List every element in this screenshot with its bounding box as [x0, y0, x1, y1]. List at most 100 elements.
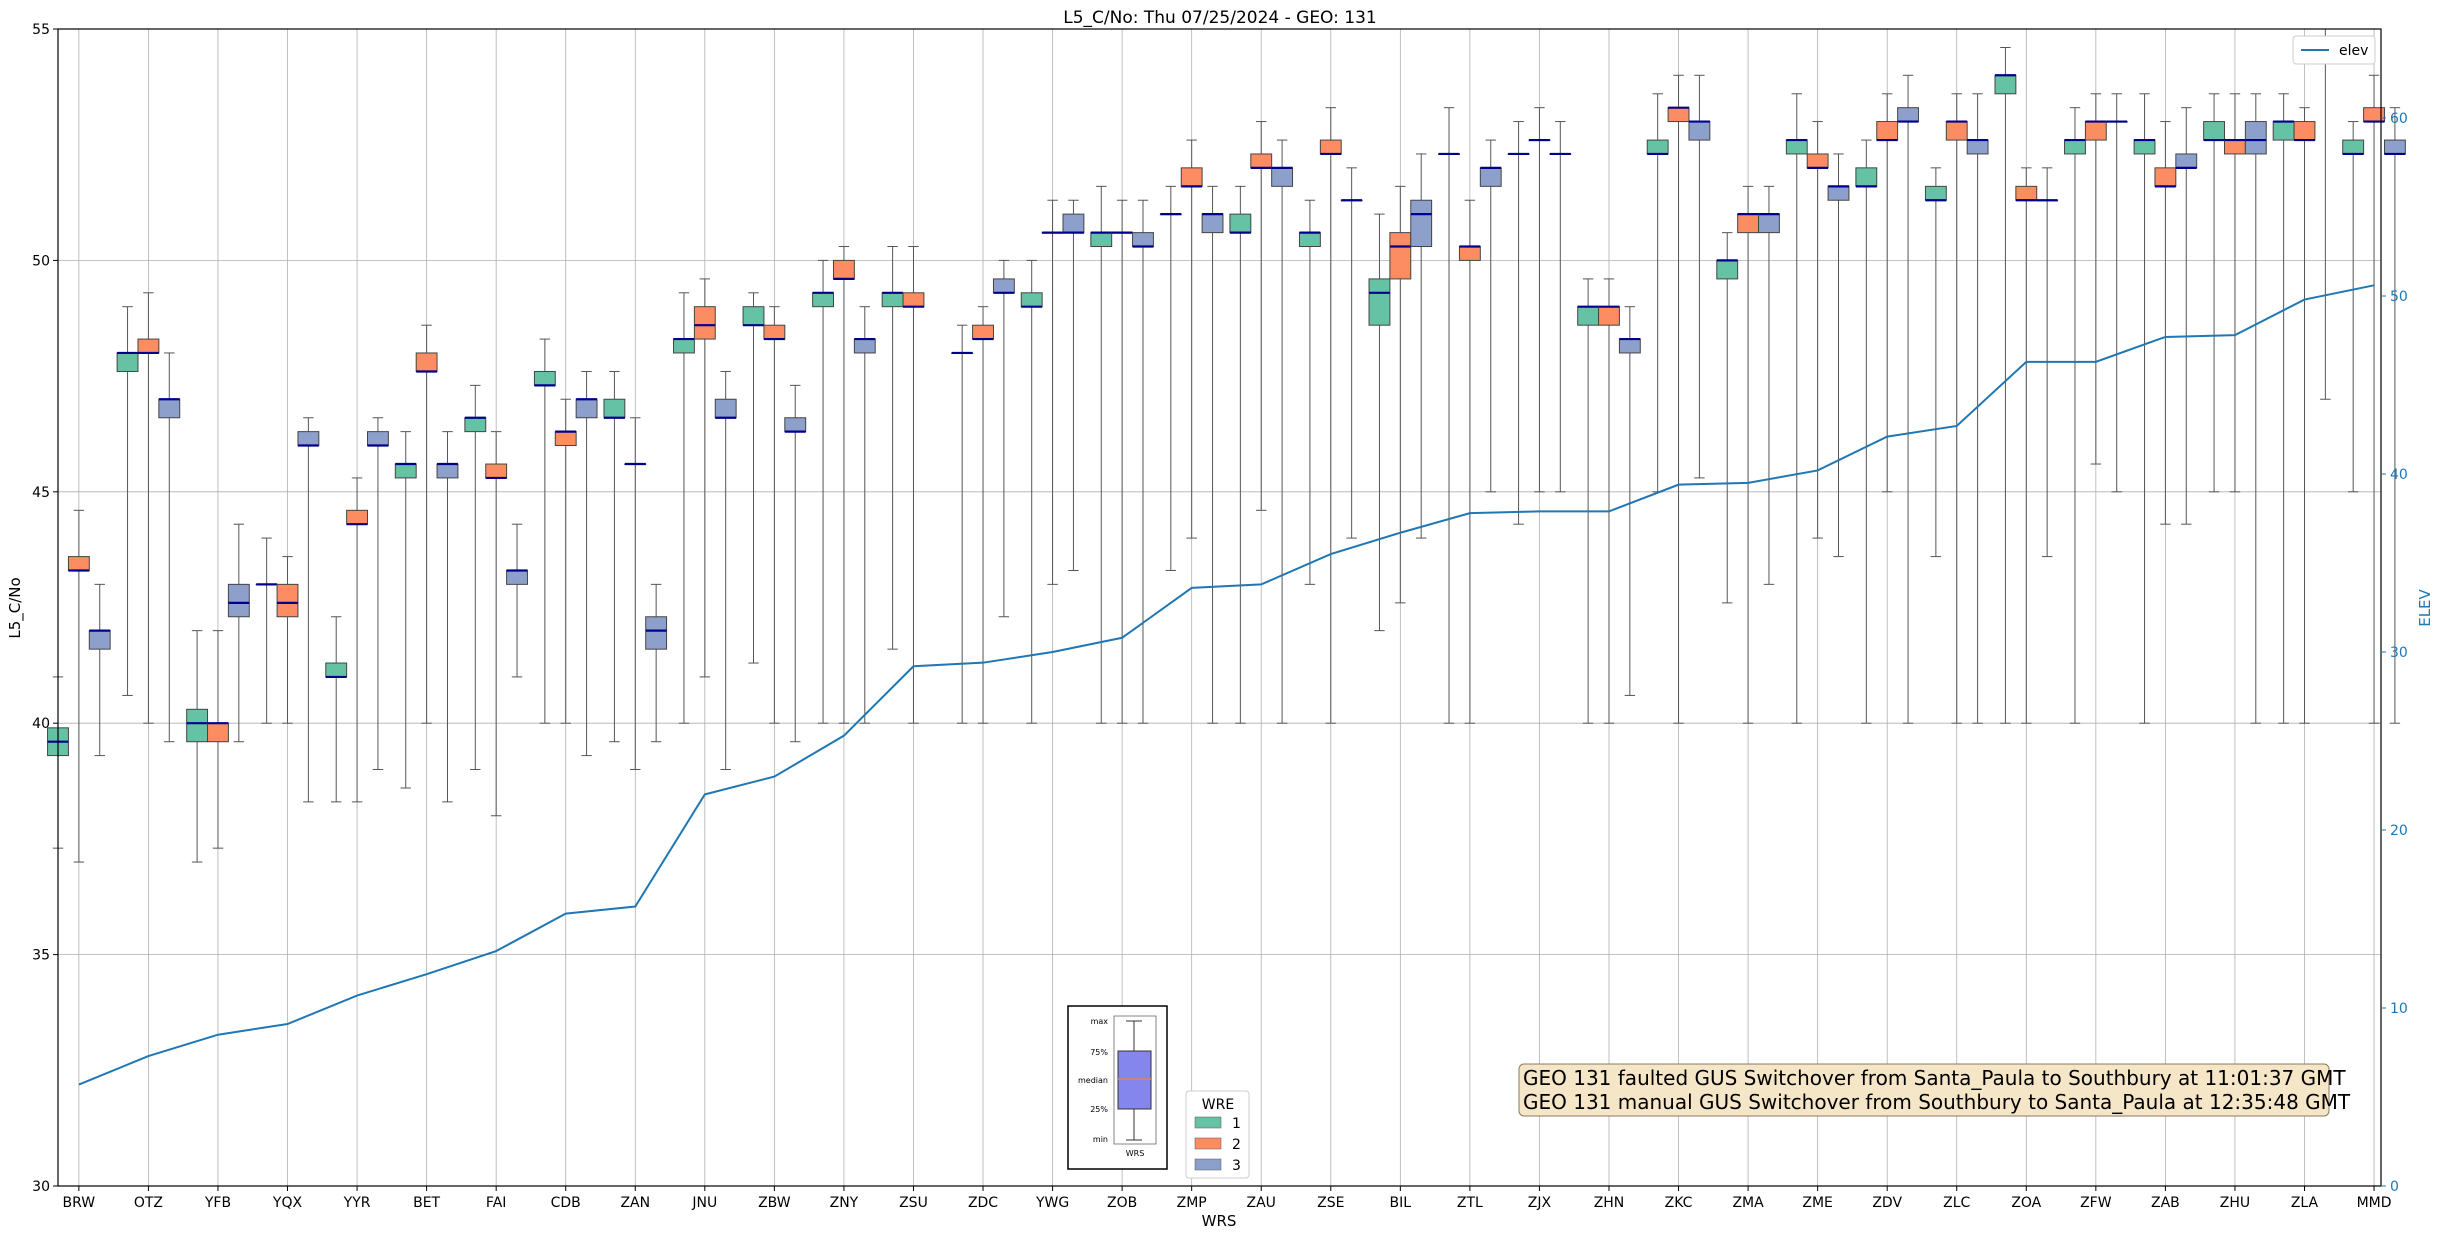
box-wre-3-cdb	[575, 370, 598, 757]
box-iqr	[1758, 213, 1780, 234]
box-iqr	[158, 398, 181, 419]
box-key-box	[1117, 1050, 1152, 1110]
wre-legend-swatch-2	[1194, 1137, 1222, 1150]
box-wre-2-mmd	[2363, 74, 2385, 724]
box-iqr	[1966, 139, 1989, 155]
box-iqr	[2133, 139, 2156, 155]
x-tick-label: YFB	[204, 1195, 231, 1211]
box-wre-1-zfw	[2064, 107, 2086, 724]
box-key-xlabel: WRS	[1126, 1149, 1145, 1158]
box-wre-2-zdc	[972, 306, 994, 724]
box-iqr	[1737, 213, 1760, 234]
box-iqr	[1298, 232, 1321, 248]
box-wre-1-zdc	[951, 324, 974, 724]
box-wre-2-zkc	[1667, 74, 1690, 724]
x-tick-label: ZLC	[1943, 1195, 1970, 1211]
x-tick-label: YWG	[1035, 1195, 1069, 1211]
box-wre-3-brw	[88, 583, 111, 757]
box-wre-2-zdv	[1876, 93, 1899, 493]
box-wre-1-zhn	[1577, 278, 1600, 724]
box-wre-1-zkc	[1646, 93, 1669, 493]
box-iqr	[137, 338, 160, 354]
box-wre-3-bet	[436, 431, 459, 803]
box-wre-2-bet	[415, 324, 438, 724]
box-wre-3-zma	[1758, 185, 1780, 585]
x-tick-label: BIL	[1390, 1195, 1412, 1211]
box-wre-3-yfb	[227, 523, 250, 743]
box-iqr	[227, 583, 250, 618]
box-iqr	[881, 292, 904, 308]
box-wre-3-zhn	[1618, 306, 1641, 696]
box-wre-1-otz	[116, 306, 139, 696]
box-iqr	[1229, 213, 1252, 234]
box-wre-1-cdb	[533, 338, 556, 724]
box-wre-2-zhn	[1598, 278, 1620, 724]
box-iqr	[603, 398, 626, 419]
box-iqr	[902, 292, 925, 308]
box-iqr	[832, 259, 855, 280]
x-tick-label: ZOB	[1107, 1195, 1137, 1211]
wre-legend-swatch-1	[1194, 1116, 1222, 1129]
box-wre-1-yqx	[255, 537, 278, 724]
box-wre-3-zlc	[1966, 93, 1989, 724]
x-tick-label: YQX	[272, 1195, 303, 1211]
box-wre-3-zan	[645, 583, 668, 743]
box-iqr	[714, 398, 737, 419]
box-wre-1-zla	[2272, 93, 2295, 724]
box-wre-3-zdc	[992, 259, 1015, 618]
box-wre-2-zfw	[2084, 93, 2107, 465]
box-wre-3-zau	[1271, 139, 1294, 724]
wre-legend-title: WRE	[1202, 1097, 1234, 1113]
box-iqr	[992, 278, 1015, 294]
box-key-label-median: median	[1078, 1076, 1108, 1085]
x-tick-label: ZFW	[2080, 1195, 2112, 1211]
box-iqr	[1876, 121, 1899, 141]
box-wre-2-zob	[1111, 199, 1134, 724]
box-wre-1-bil	[1368, 213, 1391, 632]
box-iqr	[645, 616, 668, 650]
box-iqr	[1994, 74, 2017, 95]
box-key-label-max: max	[1091, 1017, 1109, 1026]
y-tick-label: 55	[32, 22, 50, 38]
box-iqr	[1479, 167, 1502, 187]
box-iqr	[853, 338, 876, 354]
box-iqr	[1090, 232, 1113, 248]
x-tick-label: FAI	[486, 1195, 506, 1211]
box-wre-1-zlc	[1924, 167, 1947, 558]
box-wre-2-zhu	[2224, 93, 2246, 493]
y-tick-label: 45	[32, 485, 50, 501]
box-wre-2-zan	[624, 417, 647, 770]
annotation-box	[1518, 1063, 2330, 1117]
box-wre-3-ztl	[1479, 139, 1502, 493]
box-wre-1-zmp	[1159, 185, 1182, 571]
x-tick-label: ZDC	[968, 1195, 998, 1211]
box-wre-3-zmp	[1201, 185, 1224, 724]
box-iqr	[464, 417, 487, 433]
x-tick-label: ZKC	[1665, 1195, 1693, 1211]
box-iqr	[673, 338, 695, 354]
box-wre-3-mmd	[2383, 107, 2406, 724]
box-iqr	[297, 431, 320, 447]
box-wre-3-zse	[1340, 167, 1363, 539]
box-wre-1-zab	[2133, 93, 2156, 724]
x-tick-label: ZSU	[899, 1195, 928, 1211]
box-iqr	[812, 292, 834, 308]
y2-axis-label: ELEV	[2416, 588, 2434, 626]
switchover-annotation: GEO 131 faulted GUS Switchover from Sant…	[1518, 1063, 2351, 1117]
box-wre-1-zdv	[1855, 139, 1878, 724]
box-iqr	[693, 306, 716, 340]
y-tick-label: 40	[32, 716, 50, 732]
annotation-line-1: GEO 131 faulted GUS Switchover from Sant…	[1523, 1066, 2346, 1090]
box-iqr	[394, 463, 417, 479]
box-iqr	[1945, 121, 1968, 141]
box-wre-1-zme	[1785, 93, 1808, 724]
box-iqr	[2154, 167, 2177, 187]
x-tick-label: BRW	[63, 1195, 96, 1211]
box-wre-2-otz	[137, 292, 160, 724]
annotation-line-2: GEO 131 manual GUS Switchover from South…	[1523, 1090, 2351, 1114]
y-tick-label: 35	[32, 948, 50, 964]
box-iqr	[575, 398, 598, 419]
box-iqr	[2064, 139, 2086, 155]
